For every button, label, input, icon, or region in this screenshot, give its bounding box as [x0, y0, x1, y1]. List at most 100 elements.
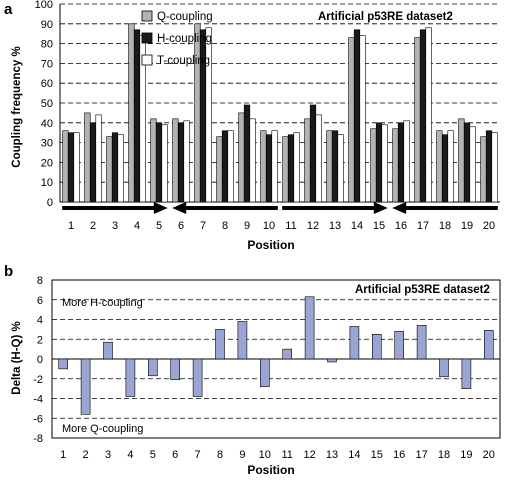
panel-a-bar [106, 136, 113, 203]
panel-a-bar [480, 136, 487, 203]
panel-b-xtick-label: 7 [195, 449, 201, 461]
panel-a-xtick-label: 20 [483, 220, 495, 232]
panel-a-bar [337, 134, 344, 203]
panel-a-legend-label: T-coupling [157, 55, 210, 67]
panel-a-bar [381, 124, 388, 203]
panel-b-xtick-label: 17 [415, 449, 427, 461]
panel-a-direction-arrow [282, 202, 388, 214]
panel-b-bar [80, 358, 91, 415]
panel-a-xtick-label: 2 [90, 220, 96, 232]
panel-a-bar [84, 112, 91, 203]
panel-b-xtick-label: 8 [217, 449, 223, 461]
panel-b-bar [439, 358, 449, 378]
panel-a-xtick-label: 3 [112, 220, 118, 232]
panel-a-bar [73, 132, 80, 203]
panel-b-xtick-label: 18 [438, 449, 450, 461]
panel-a-legend-label: H-coupling [157, 33, 212, 45]
panel-b-xlabel: Position [247, 463, 294, 477]
panel-b-bar [416, 325, 427, 360]
panel-a-bar [331, 130, 339, 203]
panel-a-bar [89, 122, 97, 203]
panel-a-bar [205, 27, 212, 203]
panel-a-xtick-label: 9 [244, 220, 250, 232]
panel-a-bar [95, 114, 102, 203]
panel-b-xtick-label: 20 [483, 449, 495, 461]
panel-a-ytick-label: 60 [41, 78, 53, 90]
panel-a-bar [436, 130, 443, 203]
panel-a-bar [194, 23, 201, 203]
panel-a-bar [397, 122, 405, 203]
panel-a-bar [238, 112, 245, 203]
panel-b-bar [148, 358, 158, 377]
panel-a-xtick-label: 19 [461, 220, 473, 232]
panel-b-xtick-label: 5 [150, 449, 156, 461]
panel-b-xtick-label: 14 [348, 449, 360, 461]
panel-a-bar [128, 23, 135, 203]
panel-a-xtick-label: 16 [395, 220, 407, 232]
panel-a-xtick-label: 15 [373, 220, 385, 232]
panel-a-bar [243, 104, 251, 203]
panel-b-bar [304, 296, 315, 360]
panel-a-xtick-label: 6 [178, 220, 184, 232]
panel-a-bar [67, 132, 75, 203]
panel-a-bar [216, 136, 223, 203]
panel-a-ytick-label: 80 [41, 39, 53, 51]
panel-b-ytick-label: -2 [33, 374, 43, 386]
panel-b-xtick-label: 13 [326, 449, 338, 461]
panel-a-xtick-label: 13 [329, 220, 341, 232]
panel-a-legend-label: Q-coupling [157, 11, 213, 23]
panel-a-bar [172, 118, 179, 203]
panel-a-bar [326, 130, 333, 203]
panel-b-ytick-label: 4 [37, 315, 43, 327]
panel-a-bar [183, 120, 190, 203]
panel-b-bar [170, 358, 180, 381]
panel-b-bar [215, 329, 225, 360]
panel-a-direction-arrow [392, 202, 498, 214]
panel-a-bar [447, 130, 454, 203]
panel-b-ytick-label: 6 [37, 295, 43, 307]
panel-a-direction-arrow [62, 202, 168, 214]
panel-a-bar [293, 132, 300, 203]
panel-a-bar [221, 130, 229, 203]
panel-b-ytick-label: -8 [33, 433, 43, 445]
panel-a-letter: a [4, 1, 13, 18]
panel-a-bar [249, 118, 256, 203]
panel-b-xtick-label: 12 [303, 449, 315, 461]
panel-a-bar [485, 130, 493, 203]
panel-a-ytick-label: 50 [41, 98, 53, 110]
panel-a-bar [414, 37, 421, 203]
panel-a-bar [227, 130, 234, 203]
panel-a-bar [111, 132, 119, 203]
panel-a-ylabel: Coupling frequency % [11, 46, 23, 167]
panel-a-bar [287, 134, 295, 203]
panel-a-bar [117, 134, 124, 203]
panel-b-xtick-label: 10 [259, 449, 271, 461]
panel-a-xtick-label: 11 [285, 220, 296, 232]
panel-a-legend-swatch [141, 32, 153, 44]
panel-a-xlabel: Position [247, 238, 294, 252]
panel-b-bar [282, 348, 293, 360]
panel-b-ytick-label: -4 [33, 394, 43, 406]
panel-a-xtick-label: 18 [439, 220, 451, 232]
panel-a-bar [315, 114, 322, 203]
panel-a-bar [441, 134, 449, 203]
panel-a-bar [150, 118, 157, 203]
panel-a-legend-swatch [141, 54, 153, 66]
panel-b-bar [192, 358, 203, 397]
panel-a-direction-arrow [172, 202, 278, 214]
panel-b-letter: b [4, 263, 13, 280]
panel-a-ytick-label: 0 [47, 197, 53, 209]
panel-a-bar [463, 122, 471, 203]
panel-a-ytick-label: 100 [35, 0, 53, 11]
panel-a-xtick-label: 1 [68, 220, 74, 232]
panel-a-bar [304, 118, 311, 203]
panel-b-annotation: Artificial p53RE dataset2 [355, 284, 490, 296]
panel-b-xtick-label: 16 [393, 449, 405, 461]
panel-b-ytick-label: -6 [33, 413, 43, 425]
panel-b-bar [103, 341, 113, 360]
panel-a-xtick-label: 4 [134, 220, 140, 232]
panel-b-bar [125, 358, 136, 397]
panel-b-xtick-label: 15 [371, 449, 383, 461]
panel-a-bar [425, 27, 432, 203]
